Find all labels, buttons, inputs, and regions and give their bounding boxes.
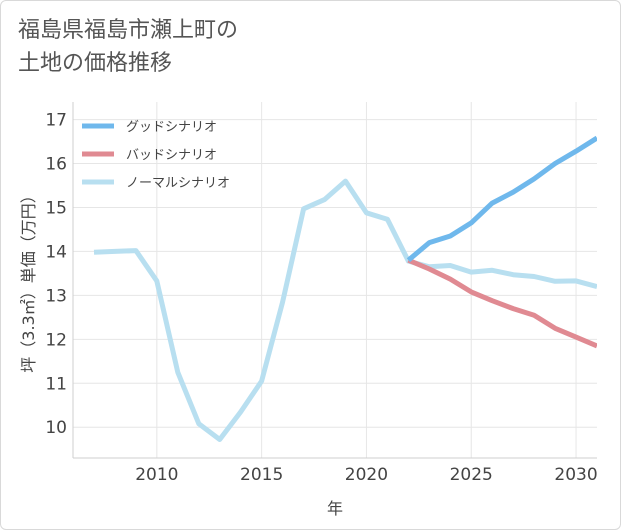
x-tick-label: 2030: [554, 465, 597, 485]
y-tick-label: 17: [45, 111, 67, 131]
legend-label: ノーマルシナリオ: [126, 176, 230, 191]
chart-title-line-2: 土地の価格推移: [18, 51, 173, 76]
y-axis-title: 坪（3.3㎡）単価（万円）: [19, 187, 38, 372]
x-axis-title: 年: [327, 499, 343, 518]
y-tick-label: 13: [45, 286, 67, 306]
legend-label: グッドシナリオ: [126, 120, 217, 135]
series-line-1: [407, 257, 597, 349]
series-line-2: [93, 178, 597, 442]
y-tick-label: 12: [45, 330, 67, 350]
chart-title: 福島県福島市瀬上町の 土地の価格推移: [18, 14, 238, 80]
x-tick-label: 2025: [450, 465, 493, 485]
y-tick-label: 10: [45, 418, 67, 438]
y-tick-label: 15: [45, 198, 67, 218]
series-line-0: [406, 135, 597, 263]
x-tick-label: 2015: [240, 465, 283, 485]
x-tick-label: 2010: [135, 465, 178, 485]
chart-title-line-1: 福島県福島市瀬上町の: [18, 18, 239, 43]
axis-layer: 10 11 12 13 14 15 16 17 2010 2015 2020 2025 2030: [45, 102, 598, 485]
x-tick-label: 2020: [345, 465, 388, 485]
y-tick-label: 16: [45, 155, 67, 175]
y-tick-label: 14: [45, 242, 67, 262]
series-layer: [93, 135, 597, 442]
legend-label: バッドシナリオ: [126, 148, 217, 163]
y-tick-label: 11: [45, 374, 67, 394]
